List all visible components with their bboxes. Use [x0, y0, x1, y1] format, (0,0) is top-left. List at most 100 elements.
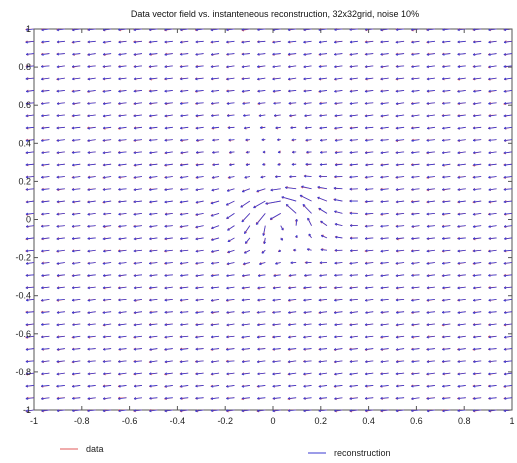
reconstruction-arrow [303, 28, 312, 31]
reconstruction-arrow-head [25, 175, 29, 179]
reconstruction-arrow-head [41, 409, 44, 413]
reconstruction-arrow-head [195, 311, 198, 314]
reconstruction-arrow-head [228, 175, 231, 179]
reconstruction-arrow [72, 323, 81, 326]
reconstruction-arrow [72, 262, 81, 265]
reconstruction-arrow [244, 176, 250, 179]
reconstruction-arrow [149, 200, 158, 203]
reconstruction-arrow-head [261, 138, 264, 142]
reconstruction-arrow-head [148, 335, 152, 339]
reconstruction-arrow-head [118, 286, 121, 290]
reconstruction-arrow-head [195, 28, 198, 32]
reconstruction-arrow [149, 274, 158, 277]
reconstruction-arrow-head [118, 384, 121, 388]
reconstruction-arrow-head [41, 360, 44, 363]
reconstruction-arrow-head [118, 298, 121, 302]
reconstruction-arrow-head [179, 396, 183, 400]
reconstruction-arrow-head [210, 310, 214, 314]
reconstruction-arrow [227, 114, 235, 117]
reconstruction-arrow [228, 126, 235, 129]
reconstruction-arrow [133, 40, 142, 43]
reconstruction-arrow [164, 348, 173, 350]
reconstruction-arrow [226, 40, 235, 43]
reconstruction-arrow-head [25, 348, 29, 351]
reconstruction-arrow [180, 274, 189, 277]
reconstruction-arrow [118, 40, 127, 43]
reconstruction-arrow-head [269, 217, 273, 220]
reconstruction-arrow [133, 249, 142, 252]
reconstruction-arrow-head [56, 323, 59, 327]
reconstruction-arrow-head [261, 251, 265, 254]
reconstruction-arrow [102, 311, 112, 314]
reconstruction-arrow-head [241, 219, 245, 223]
reconstruction-arrow [25, 40, 35, 43]
reconstruction-arrow [41, 212, 50, 215]
reconstruction-arrow [149, 212, 158, 215]
reconstruction-arrow-head [259, 126, 263, 129]
reconstruction-arrow [57, 40, 65, 43]
reconstruction-arrow [318, 323, 328, 326]
x-tick-label: -0.6 [122, 416, 138, 426]
reconstruction-arrow-head [118, 311, 121, 314]
reconstruction-arrow [25, 126, 35, 129]
reconstruction-arrow [241, 298, 250, 301]
reconstruction-arrow [257, 323, 266, 326]
reconstruction-arrow-head [41, 188, 44, 191]
reconstruction-arrow-head [180, 52, 183, 56]
reconstruction-arrow [257, 348, 266, 350]
reconstruction-arrow-head [133, 89, 136, 93]
reconstruction-arrow-head [25, 89, 29, 93]
reconstruction-arrow [288, 90, 297, 92]
reconstruction-arrow-head [149, 101, 152, 105]
reconstruction-arrow-head [210, 360, 214, 364]
reconstruction-arrow-head [102, 384, 106, 388]
reconstruction-arrow-head [287, 360, 291, 363]
reconstruction-arrow-head [306, 248, 310, 251]
reconstruction-arrow-head [149, 249, 152, 253]
reconstruction-arrow [102, 262, 112, 265]
reconstruction-arrow [41, 372, 50, 375]
y-tick-label: 0.6 [18, 100, 31, 110]
reconstruction-arrow-head [56, 139, 60, 142]
reconstruction-arrow [226, 77, 235, 80]
reconstruction-arrow-head [26, 65, 29, 69]
reconstruction-arrow [118, 90, 127, 92]
x-tick-label: 0.8 [458, 416, 471, 426]
reconstruction-arrow [133, 298, 142, 301]
reconstruction-arrow-head [241, 335, 244, 339]
reconstruction-arrow-head [118, 397, 121, 400]
reconstruction-arrow [288, 409, 297, 412]
reconstruction-arrow [210, 323, 220, 326]
reconstruction-arrow [103, 372, 112, 375]
reconstruction-arrow-head [164, 163, 167, 167]
reconstruction-arrow [56, 176, 65, 178]
reconstruction-arrow [72, 360, 81, 363]
reconstruction-arrow [25, 323, 35, 326]
reconstruction-arrow-head [149, 114, 152, 118]
reconstruction-arrow [281, 196, 297, 202]
reconstruction-arrow-head [179, 40, 183, 44]
reconstruction-arrow-head [303, 360, 306, 363]
reconstruction-arrow-head [103, 163, 106, 167]
reconstruction-arrow-head [56, 77, 60, 81]
reconstruction-arrow-head [284, 186, 288, 190]
reconstruction-arrow-head [256, 335, 260, 339]
reconstruction-arrow-head [118, 274, 121, 277]
reconstruction-arrow [57, 102, 65, 105]
reconstruction-arrow-head [149, 52, 152, 56]
reconstruction-arrow-head [164, 261, 168, 265]
reconstruction-arrow-head [148, 65, 152, 68]
reconstruction-arrow-head [272, 286, 276, 290]
reconstruction-arrow-head [180, 384, 183, 388]
reconstruction-arrow [118, 77, 127, 80]
reconstruction-arrow-head [180, 274, 183, 277]
reconstruction-arrow [72, 188, 81, 191]
reconstruction-arrow [133, 286, 142, 289]
reconstruction-arrow [149, 90, 158, 92]
reconstruction-arrow [26, 335, 35, 338]
reconstruction-arrow [257, 90, 266, 92]
reconstruction-arrow-head [195, 114, 198, 117]
reconstruction-arrow [303, 102, 312, 105]
reconstruction-arrow [318, 360, 328, 363]
reconstruction-arrow-head [257, 298, 260, 302]
